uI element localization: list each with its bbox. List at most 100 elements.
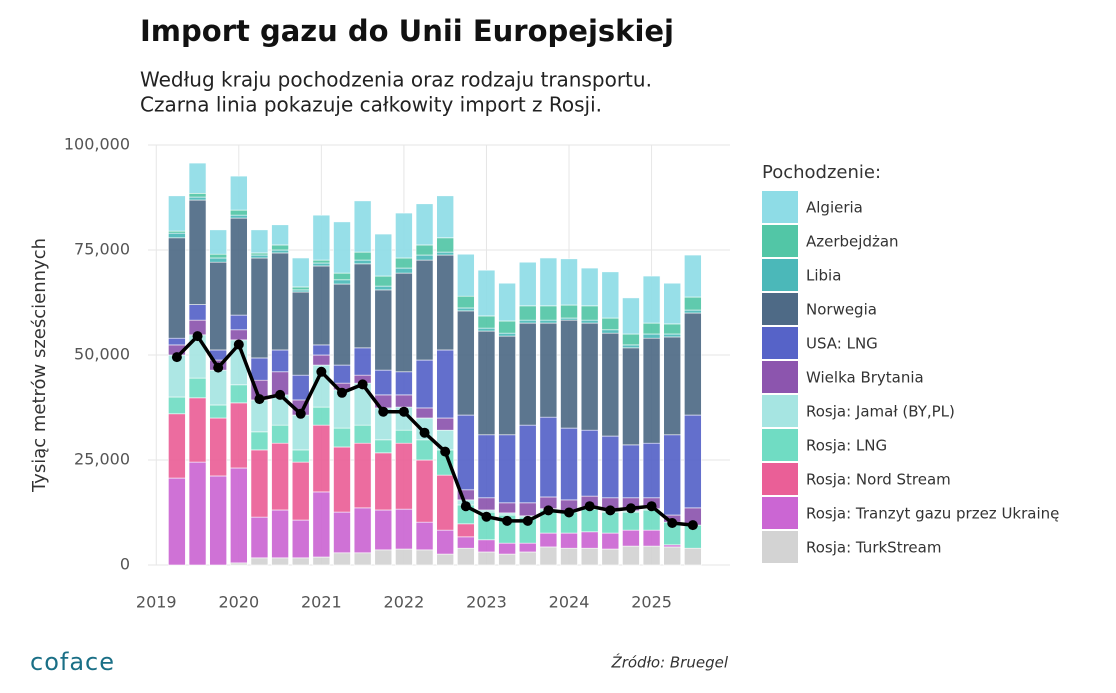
legend-label: Norwegia <box>806 301 877 319</box>
bar-segment <box>436 237 454 253</box>
bar-segment <box>353 263 372 349</box>
y-tick-label: 0 <box>120 555 130 574</box>
legend-swatch <box>762 191 798 223</box>
x-tick-label: 2019 <box>136 593 177 612</box>
legend-title: Pochodzenie: <box>762 162 881 183</box>
x-tick-label: 2021 <box>301 593 342 612</box>
bar-segment <box>642 529 661 547</box>
bar-segment <box>477 551 496 566</box>
bar-segment <box>436 417 454 431</box>
line-point <box>687 520 698 531</box>
bar-segment <box>312 344 331 356</box>
bar-segment <box>477 330 496 436</box>
line-point <box>233 339 244 350</box>
bar-segment <box>353 424 372 444</box>
bar-segment <box>230 175 248 211</box>
bar-segment <box>395 272 413 373</box>
bar-segment <box>642 545 661 566</box>
bar-segment <box>312 259 331 264</box>
bar-segment <box>457 295 475 309</box>
bar-segment <box>168 396 186 415</box>
bar-segment <box>518 322 537 426</box>
bar-segment <box>353 200 372 253</box>
bar-segment <box>560 319 578 429</box>
legend-label: Rosja: TurkStream <box>806 539 941 557</box>
bar-segment <box>291 291 310 376</box>
bar-segment <box>271 252 289 351</box>
bar-segment <box>395 429 413 444</box>
bar-segment <box>539 532 558 548</box>
bar-segment <box>457 307 475 312</box>
bar-segment <box>498 434 516 504</box>
bar-segment <box>518 305 537 321</box>
line-point <box>171 352 182 363</box>
logo: coface <box>30 648 115 676</box>
y-tick-label: 50,000 <box>74 345 130 364</box>
bar-segment <box>415 254 434 261</box>
bar-segment <box>271 244 289 251</box>
bar-segment <box>684 312 702 416</box>
line-point <box>502 515 513 526</box>
bar-segment <box>395 442 413 510</box>
bar-segment <box>457 536 475 549</box>
bar-segment <box>312 424 331 493</box>
bar-segment <box>209 417 227 477</box>
y-tick-label: 75,000 <box>74 240 130 259</box>
bar-segment <box>353 259 372 265</box>
bar-segment <box>230 467 248 564</box>
bar-segment <box>498 320 516 334</box>
bar-segment <box>291 461 310 521</box>
bar-segment <box>353 251 372 261</box>
bar-segment <box>312 265 331 346</box>
legend-label: Rosja: LNG <box>806 437 887 455</box>
legend-label: Azerbejdżan <box>806 233 899 251</box>
bar-segment <box>188 461 207 566</box>
line-point <box>213 362 224 373</box>
bar-segment <box>291 557 310 566</box>
bar-segment <box>230 562 248 566</box>
bar-segment <box>580 305 599 321</box>
bar-segment <box>560 547 578 566</box>
bar-segment <box>271 424 289 444</box>
x-tick-label: 2025 <box>631 593 672 612</box>
y-axis-title: Tysiąc metrów sześciennych <box>29 238 50 493</box>
line-point <box>192 331 203 342</box>
bar-segment <box>642 337 661 444</box>
bar-segment <box>477 434 496 499</box>
bar-segment <box>209 475 227 566</box>
bar-segment <box>498 282 516 322</box>
bar-segment <box>436 349 454 419</box>
bar-segment <box>209 404 227 419</box>
legend-label: USA: LNG <box>806 335 878 353</box>
bar-segment <box>312 406 331 426</box>
line-point <box>564 507 575 518</box>
bar-segment <box>312 491 331 558</box>
bar-segment <box>622 344 640 349</box>
legend-swatch <box>762 463 798 495</box>
bar-segment <box>230 214 248 219</box>
bar-segment <box>601 317 620 331</box>
legend-swatch <box>762 259 798 291</box>
x-tick-label: 2023 <box>466 593 507 612</box>
bar-segment <box>374 285 393 291</box>
legend-label: Libia <box>806 267 841 285</box>
bar-segment <box>333 446 351 513</box>
x-tick-label: 2024 <box>549 593 590 612</box>
bar-segment <box>539 322 558 418</box>
bar-segment <box>477 497 496 511</box>
bar-segment <box>601 329 620 334</box>
bar-segment <box>333 427 351 448</box>
x-tick-label: 2020 <box>218 593 259 612</box>
bar-segment <box>560 532 578 549</box>
bar-segment <box>622 511 640 531</box>
legend-label: Wielka Brytania <box>806 369 924 387</box>
bar-segment <box>415 203 434 246</box>
bar-segment <box>333 279 351 285</box>
bar-segment <box>209 369 227 406</box>
bar-segment <box>395 394 413 408</box>
bar-segment <box>622 333 640 346</box>
bar-segment <box>374 549 393 566</box>
bar-segment <box>415 259 434 361</box>
bar-segment <box>663 546 682 566</box>
bar-segment <box>333 283 351 366</box>
